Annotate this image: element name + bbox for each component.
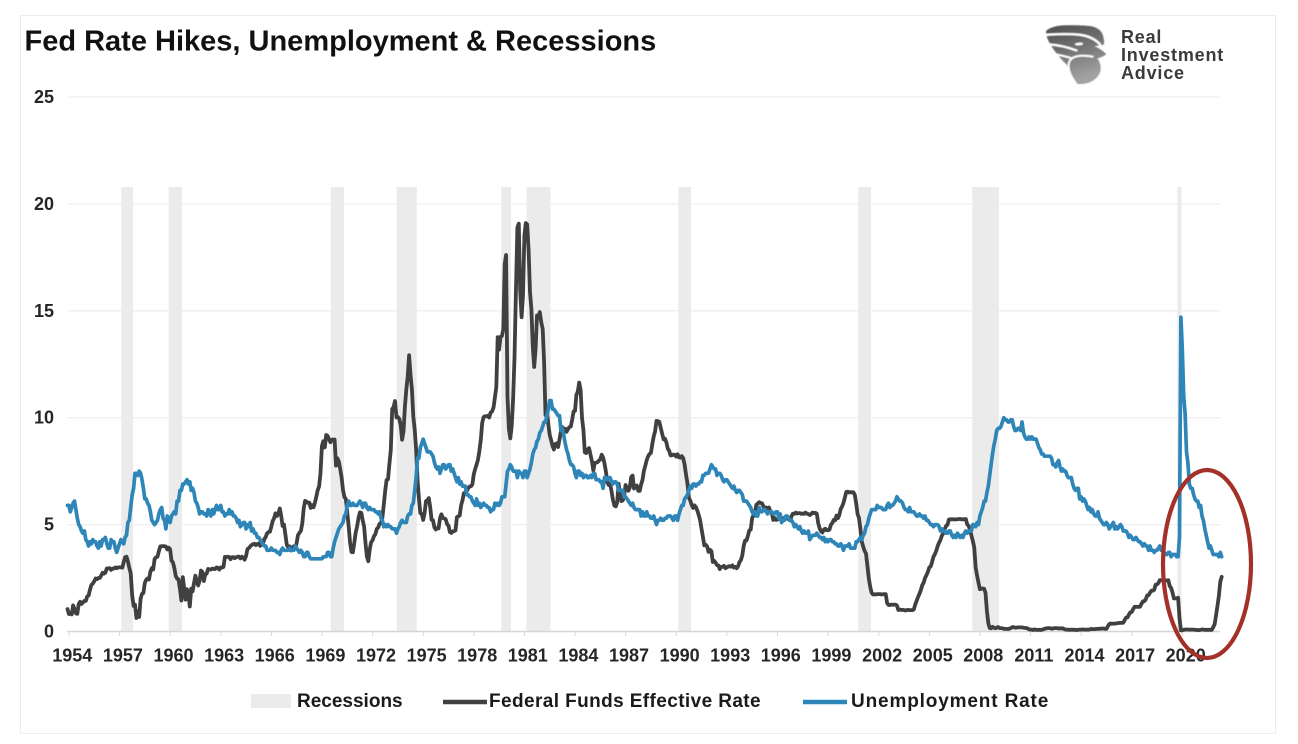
svg-text:1963: 1963 [204, 646, 244, 666]
svg-text:Fed Rate Hikes, Unemployment &: Fed Rate Hikes, Unemployment & Recession… [25, 26, 657, 58]
svg-text:1957: 1957 [103, 646, 143, 666]
svg-text:1984: 1984 [558, 646, 598, 666]
svg-text:2014: 2014 [1064, 646, 1104, 666]
svg-text:2002: 2002 [862, 646, 902, 666]
svg-text:20: 20 [34, 194, 54, 214]
svg-text:2017: 2017 [1115, 646, 1155, 666]
svg-text:Investment: Investment [1121, 45, 1224, 65]
svg-text:2008: 2008 [963, 646, 1003, 666]
svg-text:1969: 1969 [305, 646, 345, 666]
svg-text:10: 10 [34, 408, 54, 428]
svg-text:1987: 1987 [609, 646, 649, 666]
svg-text:5: 5 [44, 515, 54, 535]
svg-text:1960: 1960 [153, 646, 193, 666]
svg-text:1954: 1954 [52, 646, 92, 666]
svg-text:2005: 2005 [913, 646, 953, 666]
svg-text:Real: Real [1121, 27, 1162, 47]
svg-text:1978: 1978 [457, 646, 497, 666]
svg-text:Unemployment Rate: Unemployment Rate [851, 691, 1049, 712]
svg-text:1981: 1981 [508, 646, 548, 666]
svg-text:Recessions: Recessions [297, 691, 403, 712]
svg-text:1975: 1975 [407, 646, 447, 666]
svg-text:15: 15 [34, 301, 54, 321]
svg-text:0: 0 [44, 622, 54, 642]
svg-text:1993: 1993 [710, 646, 750, 666]
svg-text:1966: 1966 [255, 646, 295, 666]
svg-text:1996: 1996 [761, 646, 801, 666]
svg-text:Federal Funds Effective Rate: Federal Funds Effective Rate [489, 691, 761, 712]
svg-text:1972: 1972 [356, 646, 396, 666]
svg-text:Advice: Advice [1121, 63, 1185, 83]
svg-text:2011: 2011 [1014, 646, 1053, 666]
svg-text:1990: 1990 [660, 646, 700, 666]
svg-text:2020: 2020 [1166, 646, 1206, 666]
svg-text:25: 25 [34, 87, 54, 107]
svg-text:1999: 1999 [811, 646, 851, 666]
